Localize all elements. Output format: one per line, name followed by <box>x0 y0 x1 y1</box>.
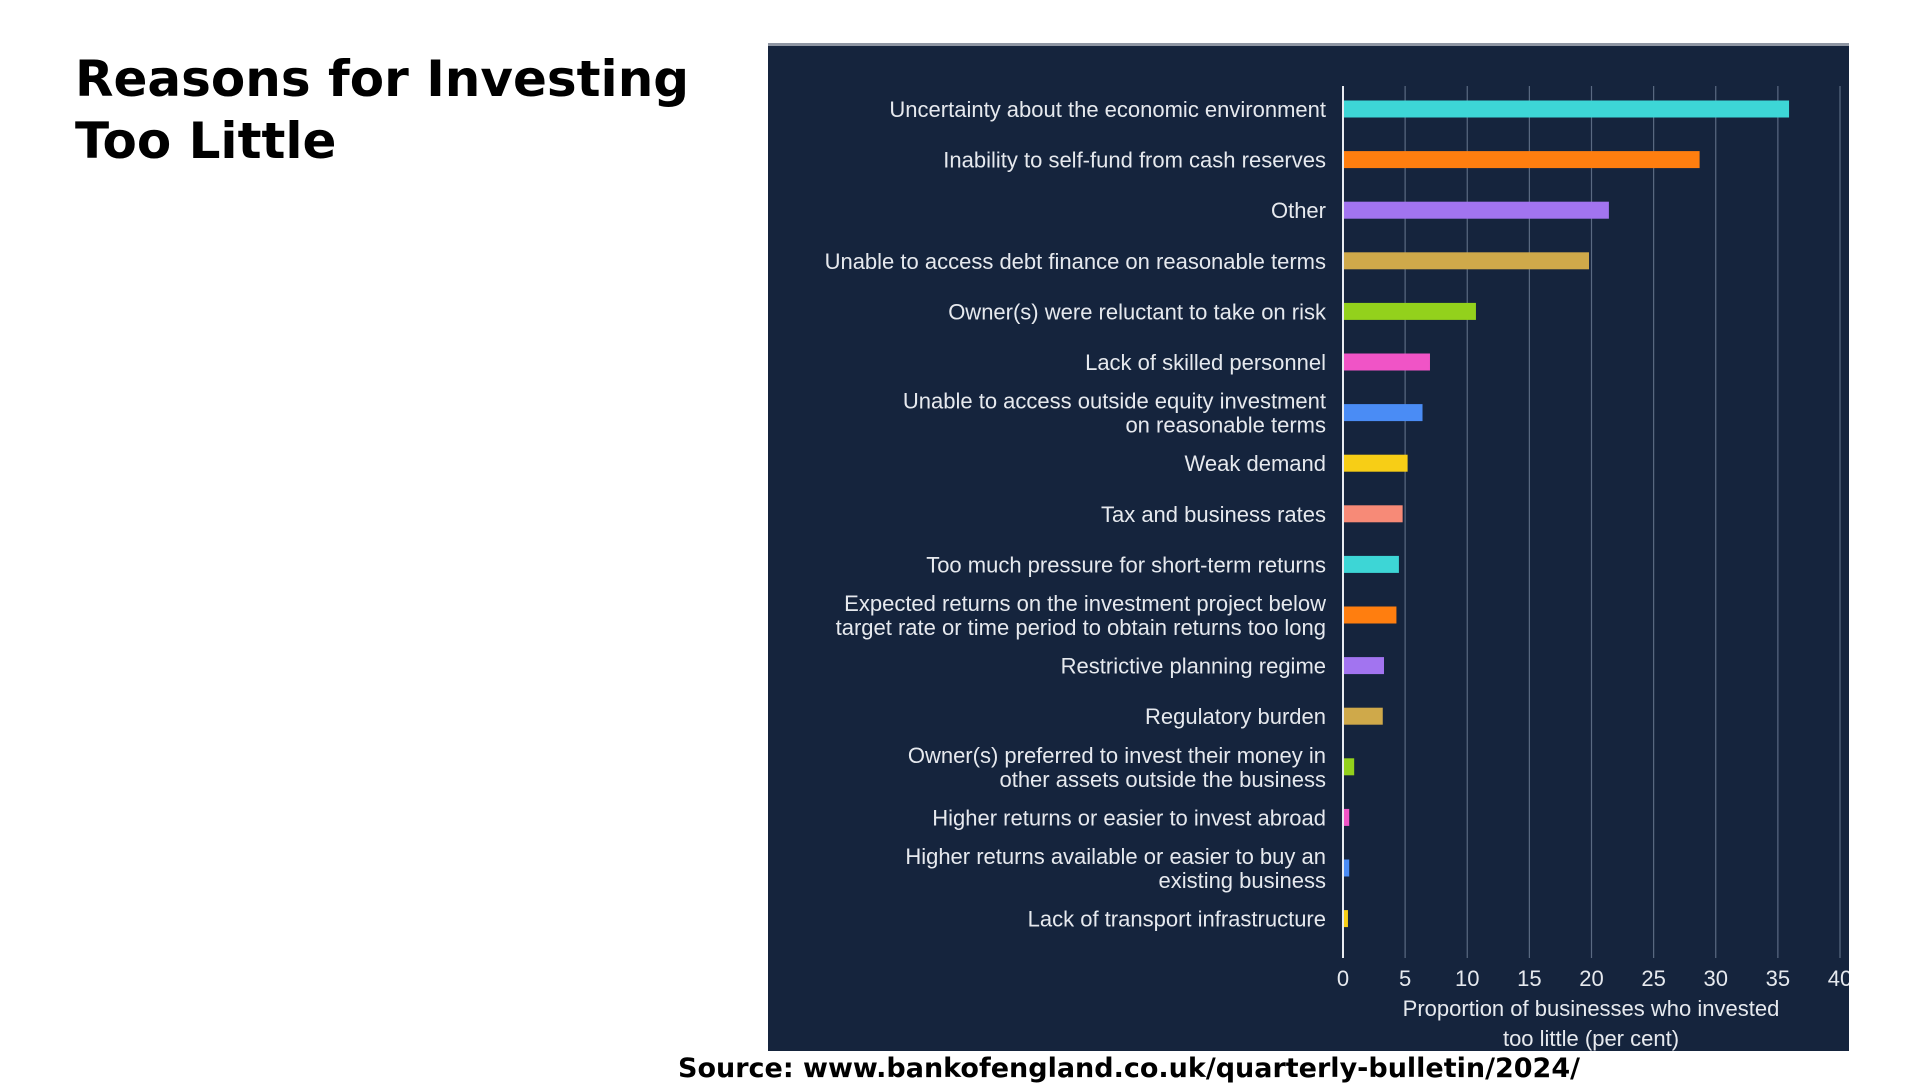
category-label: Unable to access outside equity investme… <box>903 389 1326 438</box>
gridlines <box>1342 86 1841 958</box>
category-label: Higher returns or easier to invest abroa… <box>932 805 1326 830</box>
bar <box>1344 758 1355 776</box>
x-axis-title-line: Proportion of businesses who invested <box>1403 996 1780 1021</box>
x-tick-labels: 0 5 10 15 20 25 30 35 40 <box>1337 966 1849 991</box>
bar <box>1344 707 1383 725</box>
category-label: Restrictive planning regime <box>1061 654 1326 679</box>
category-label: Owner(s) preferred to invest their money… <box>908 743 1326 792</box>
slide-title: Reasons for Investing Too Little <box>75 48 695 172</box>
x-tick-label: 0 <box>1337 966 1349 991</box>
category-label: Too much pressure for short-term returns <box>926 552 1326 577</box>
source-citation: Source: www.bankofengland.co.uk/quarterl… <box>678 1053 1580 1084</box>
category-label: Weak demand <box>1185 451 1326 476</box>
category-label: Owner(s) were reluctant to take on risk <box>948 299 1327 324</box>
category-label: Unable to access debt finance on reasona… <box>825 249 1326 274</box>
slide-title-line-1: Reasons for Investing <box>75 50 690 108</box>
bar <box>1344 657 1385 675</box>
slide-title-line-2: Too Little <box>75 112 337 170</box>
bar <box>1344 151 1700 169</box>
x-tick-label: 10 <box>1455 966 1479 991</box>
x-tick-label: 25 <box>1641 966 1665 991</box>
category-label: Lack of skilled personnel <box>1085 350 1326 375</box>
chart-panel: Uncertainty about the economic environme… <box>768 43 1849 1051</box>
x-tick-label: 5 <box>1399 966 1411 991</box>
bar <box>1344 505 1403 523</box>
x-axis-title: Proportion of businesses who invested too… <box>1403 996 1780 1051</box>
bar <box>1344 606 1397 624</box>
category-label: Other <box>1271 198 1326 223</box>
bar <box>1344 454 1408 472</box>
category-label: Lack of transport infrastructure <box>1028 907 1326 932</box>
category-label: Regulatory burden <box>1145 704 1326 729</box>
category-label: Higher returns available or easier to bu… <box>905 844 1326 893</box>
bar-chart: Uncertainty about the economic environme… <box>825 86 1849 1051</box>
category-label: Uncertainty about the economic environme… <box>889 97 1326 122</box>
category-label: Expected returns on the investment proje… <box>836 591 1327 640</box>
x-tick-label: 30 <box>1704 966 1728 991</box>
x-tick-label: 40 <box>1828 966 1849 991</box>
category-labels: Uncertainty about the economic environme… <box>825 97 1327 932</box>
bar <box>1344 859 1350 877</box>
bars <box>1344 100 1790 928</box>
bar <box>1344 808 1350 826</box>
bar <box>1344 555 1399 573</box>
x-axis-title-line: too little (per cent) <box>1503 1026 1679 1051</box>
x-tick-label: 35 <box>1766 966 1790 991</box>
bar <box>1344 910 1348 928</box>
x-tick-label: 20 <box>1579 966 1603 991</box>
bar <box>1344 353 1430 371</box>
x-tick-label: 15 <box>1517 966 1541 991</box>
bar <box>1344 252 1590 270</box>
bar <box>1344 302 1476 320</box>
bar <box>1344 100 1790 118</box>
bar <box>1344 404 1423 422</box>
category-label: Tax and business rates <box>1101 502 1326 527</box>
bar <box>1344 201 1609 219</box>
category-label: Inability to self-fund from cash reserve… <box>943 148 1326 173</box>
